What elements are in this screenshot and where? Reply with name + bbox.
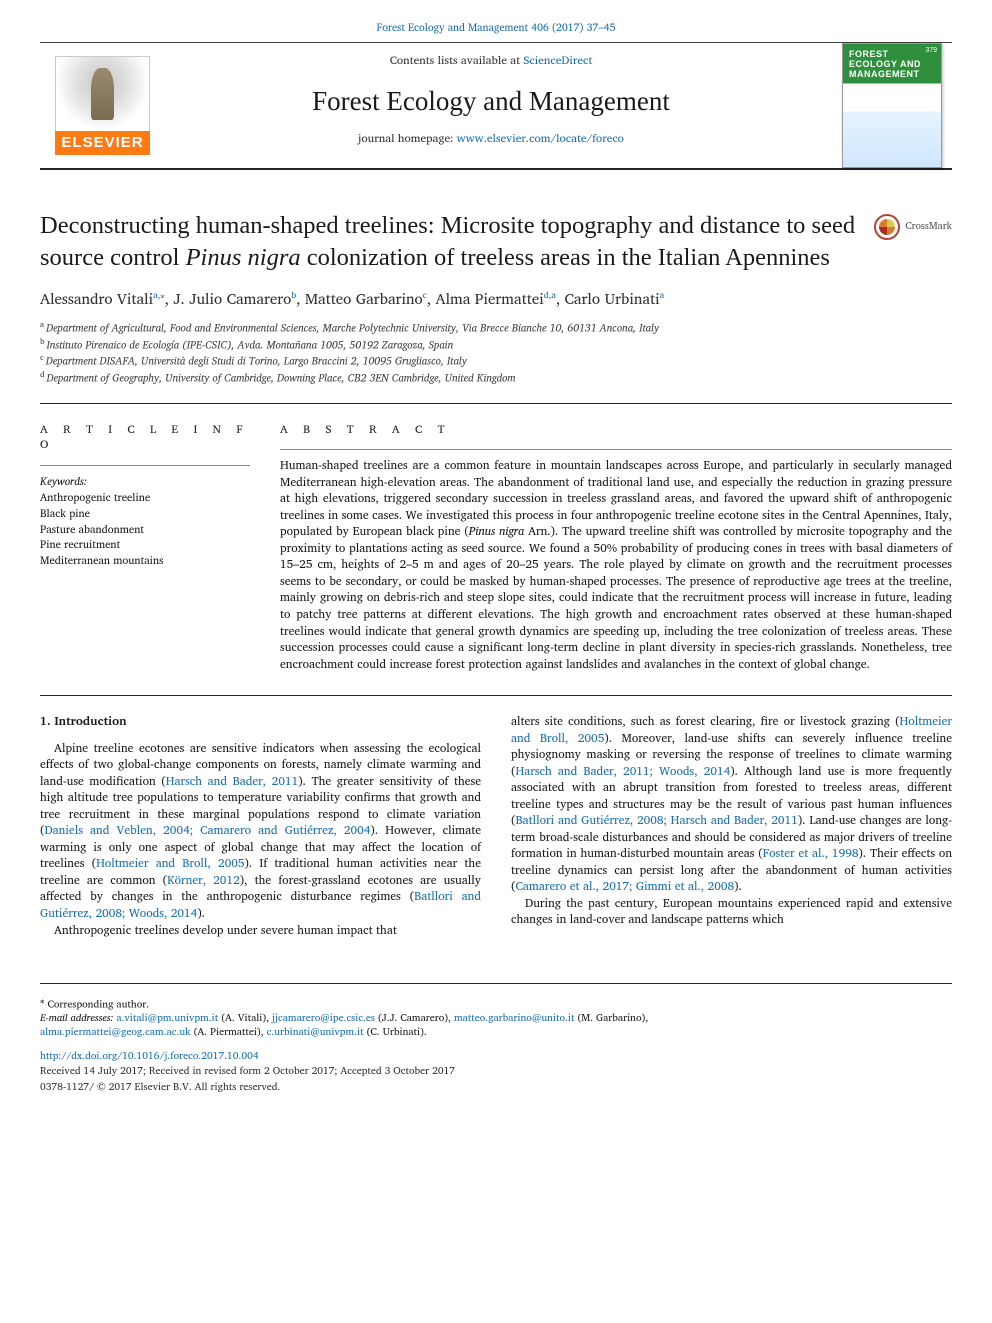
crossmark-icon	[874, 214, 900, 240]
abstract-post: Arn.). The upward treeline shift was con…	[280, 522, 952, 673]
affiliations: aDepartment of Agricultural, Food and En…	[40, 319, 952, 385]
sciencedirect-link[interactable]: ScienceDirect	[523, 51, 592, 70]
title-row: Deconstructing human-shaped treelines: M…	[40, 210, 952, 273]
author-4-aff[interactable]: a	[660, 286, 665, 311]
crossmark-badge[interactable]: CrossMark	[874, 214, 952, 240]
article-footer: ⁎ Corresponding author. E-mail addresses…	[40, 983, 952, 1095]
article-info-column: A R T I C L E I N F O Keywords: Anthropo…	[40, 422, 250, 673]
journal-header: ELSEVIER Contents lists available at Sci…	[40, 42, 952, 170]
author-1-aff[interactable]: b	[291, 286, 296, 311]
keyword-4: Mediterranean mountains	[40, 553, 250, 569]
email-urbinati[interactable]: c.urbinati@univpm.it	[267, 1024, 364, 1040]
affil-d: dDepartment of Geography, University of …	[40, 369, 952, 385]
email-addresses-line2: alma.piermattei@geog.cam.ac.uk (A. Pierm…	[40, 1026, 952, 1040]
article-history: Received 14 July 2017; Received in revis…	[40, 1065, 952, 1079]
info-abstract-row: A R T I C L E I N F O Keywords: Anthropo…	[40, 422, 952, 673]
divider-body	[40, 695, 952, 696]
article-title: Deconstructing human-shaped treelines: M…	[40, 210, 858, 273]
journal-header-center: Contents lists available at ScienceDirec…	[150, 43, 832, 168]
running-head-link[interactable]: Forest Ecology and Management 406 (2017)…	[377, 18, 616, 36]
contents-available: Contents lists available at ScienceDirec…	[150, 53, 832, 69]
intro-p1-cont: alters site conditions, such as forest c…	[511, 714, 952, 896]
author-4-name: Carlo Urbinati	[565, 286, 660, 311]
info-divider	[40, 465, 250, 466]
keywords-label: Keywords:	[40, 474, 250, 489]
contents-prefix: Contents lists available at	[390, 51, 524, 70]
author-1: J. Julio Camarerob	[173, 286, 296, 311]
abstract-head: A B S T R A C T	[280, 422, 952, 438]
affil-c: cDepartment DISAFA, Università degli Stu…	[40, 352, 952, 368]
journal-cover-block: 379 FOREST ECOLOGY AND MANAGEMENT	[832, 43, 952, 168]
intro-p2: Anthropogenic treelines develop under se…	[40, 923, 481, 940]
journal-cover-icon: 379 FOREST ECOLOGY AND MANAGEMENT	[842, 43, 942, 168]
crossmark-label: CrossMark	[905, 220, 952, 234]
elsevier-wordmark: ELSEVIER	[55, 131, 150, 155]
abstract-column: A B S T R A C T Human-shaped treelines a…	[280, 422, 952, 673]
author-2-name: Matteo Garbarino	[305, 286, 423, 311]
running-head: Forest Ecology and Management 406 (2017)…	[0, 0, 992, 42]
intro-p1: Alpine treeline ecotones are sensitive i…	[40, 741, 481, 923]
cover-title-3: MANAGEMENT	[849, 69, 920, 79]
cover-title-2: ECOLOGY AND	[849, 59, 921, 69]
keywords-list: Anthropogenic treeline Black pine Pastur…	[40, 490, 250, 568]
journal-homepage-link[interactable]: www.elsevier.com/locate/foreco	[457, 129, 624, 148]
title-post: colonization of treeless areas in the It…	[301, 244, 830, 271]
running-head-citation: 406 (2017) 37–45	[531, 18, 615, 36]
body-col-left: 1. Introduction Alpine treeline ecotones…	[40, 714, 481, 939]
author-4: Carlo Urbinatia	[565, 286, 665, 311]
body-col-right: alters site conditions, such as forest c…	[511, 714, 952, 939]
author-1-name: J. Julio Camarero	[173, 286, 291, 311]
section-heading-1: 1. Introduction	[40, 714, 481, 731]
email-piermattei[interactable]: alma.piermattei@geog.cam.ac.uk	[40, 1024, 191, 1040]
journal-name: Forest Ecology and Management	[150, 83, 832, 119]
author-0-corr[interactable]: ⁎	[160, 286, 165, 311]
running-head-journal: Forest Ecology and Management	[377, 18, 529, 36]
email-garbarino[interactable]: matteo.garbarino@unito.it	[454, 1010, 575, 1026]
cover-title-1: FOREST	[849, 49, 889, 59]
article-info-head: A R T I C L E I N F O	[40, 422, 250, 453]
abstract-divider	[280, 449, 952, 450]
body-columns: 1. Introduction Alpine treeline ecotones…	[40, 714, 952, 939]
corr-mark-icon: ⁎	[40, 992, 45, 1007]
affil-a: aDepartment of Agricultural, Food and En…	[40, 319, 952, 335]
author-0-name: Alessandro Vitali	[40, 286, 153, 311]
divider-top	[40, 403, 952, 404]
author-0: Alessandro Vitalia,⁎	[40, 286, 165, 311]
author-3: Alma Piermatteid,a	[435, 286, 555, 311]
journal-homepage-line: journal homepage: www.elsevier.com/locat…	[150, 131, 832, 147]
doi-line: http://dx.doi.org/10.1016/j.foreco.2017.…	[40, 1050, 952, 1064]
abstract-text: Human-shaped treelines are a common feat…	[280, 458, 952, 673]
affil-b: bInstituto Pirenaico de Ecología (IPE-CS…	[40, 336, 952, 352]
elsevier-tree-icon	[55, 56, 150, 131]
author-3-name: Alma Piermattei	[435, 286, 543, 311]
issn-copyright: 0378-1127/ © 2017 Elsevier B.V. All righ…	[40, 1081, 952, 1095]
title-species: Pinus nigra	[186, 244, 301, 271]
author-3-aff[interactable]: d,a	[544, 286, 556, 311]
author-2: Matteo Garbarinoc	[305, 286, 427, 311]
publisher-logo-block: ELSEVIER	[40, 43, 150, 168]
authors-line: Alessandro Vitalia,⁎, J. Julio Camarerob…	[40, 289, 952, 309]
homepage-prefix: journal homepage:	[358, 129, 457, 148]
author-2-aff[interactable]: c	[423, 286, 427, 311]
doi-link[interactable]: http://dx.doi.org/10.1016/j.foreco.2017.…	[40, 1048, 259, 1064]
journal-cover-title: FOREST ECOLOGY AND MANAGEMENT	[849, 50, 935, 80]
intro-p3: During the past century, European mounta…	[511, 896, 952, 929]
